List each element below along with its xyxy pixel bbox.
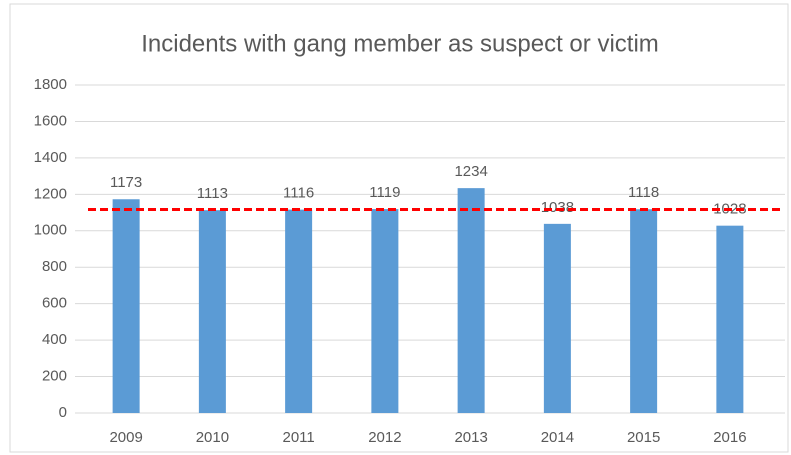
y-tick-label: 1000	[34, 222, 67, 239]
x-tick-label: 2016	[713, 429, 746, 446]
value-label: 1119	[369, 184, 400, 201]
value-label: 1118	[628, 184, 659, 201]
y-tick-label: 800	[42, 258, 67, 275]
bar	[630, 209, 658, 413]
chart-frame	[9, 3, 789, 453]
y-tick-label: 1600	[34, 112, 67, 129]
bar	[198, 210, 226, 413]
value-label: 1234	[454, 163, 487, 180]
bar	[543, 223, 571, 413]
value-label: 1038	[541, 199, 574, 216]
x-tick-label: 2015	[627, 429, 660, 446]
x-tick-label: 2010	[196, 429, 229, 446]
bar	[371, 209, 399, 413]
y-tick-label: 1200	[34, 185, 67, 202]
y-tick-label: 600	[42, 295, 67, 312]
y-tick-label: 200	[42, 368, 67, 385]
value-label: 1113	[197, 185, 228, 202]
y-tick-label: 1800	[34, 76, 67, 93]
x-tick-label: 2012	[368, 429, 401, 446]
x-tick-label: 2013	[454, 429, 487, 446]
x-tick-label: 2011	[282, 429, 314, 446]
bar	[112, 199, 140, 413]
value-label: 1116	[283, 185, 314, 202]
y-tick-label: 1400	[34, 149, 67, 166]
y-tick-label: 400	[42, 331, 67, 348]
chart-title: Incidents with gang member as suspect or…	[141, 30, 659, 57]
value-label: 1173	[110, 174, 142, 191]
bar	[716, 225, 744, 413]
y-tick-label: 0	[59, 404, 67, 421]
bar	[285, 209, 313, 413]
bar	[457, 188, 485, 413]
x-tick-label: 2014	[541, 429, 574, 446]
x-tick-label: 2009	[109, 429, 142, 446]
